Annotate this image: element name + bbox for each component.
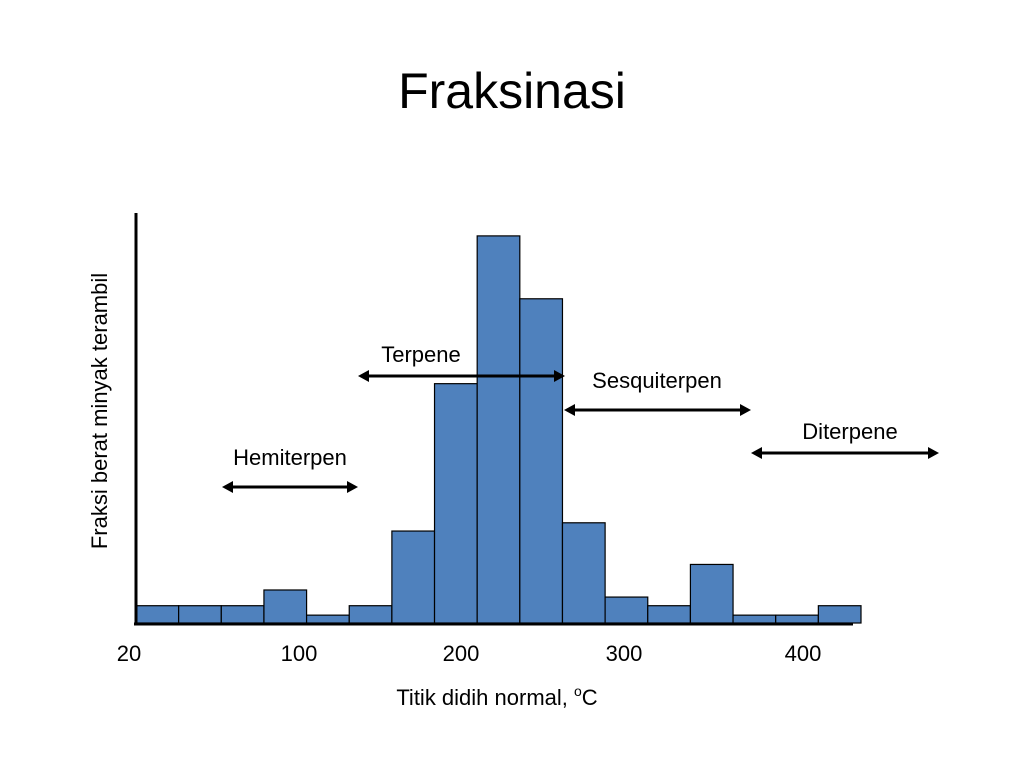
arrowhead-left (564, 404, 575, 416)
range-label-terpene: Terpene (381, 342, 461, 367)
histogram-bar-7 (391, 530, 436, 624)
range-label-hemiterpen: Hemiterpen (233, 445, 347, 470)
x-tick-labels: 20 100 200 300 400 (117, 641, 822, 666)
histogram-bar-11 (561, 522, 606, 624)
y-axis-label: Fraksi berat minyak terambil (87, 273, 112, 549)
histogram-bar-10 (519, 298, 564, 624)
histogram-bar-12 (604, 596, 649, 624)
arrowhead-right (554, 370, 565, 382)
x-axis-label-text: Titik didih normal, (396, 685, 574, 710)
arrowhead-right (347, 481, 358, 493)
x-tick-label: 20 (117, 641, 141, 666)
arrowhead-right (740, 404, 751, 416)
histogram-bar-13 (647, 605, 692, 624)
x-axis-label-sup: o (574, 683, 582, 699)
histogram-bar-9 (476, 235, 521, 624)
histogram-bar-3 (220, 605, 265, 624)
range-sesquiterpen: Sesquiterpen (564, 368, 751, 416)
x-tick-label: 200 (443, 641, 480, 666)
range-label-sesquiterpen: Sesquiterpen (592, 368, 722, 393)
histogram-bar-15 (732, 614, 777, 624)
arrowhead-right (928, 447, 939, 459)
bars-layer (135, 235, 862, 624)
x-tick-label: 300 (606, 641, 643, 666)
x-axis-label: Titik didih normal, oC (396, 683, 597, 710)
x-tick-label: 400 (785, 641, 822, 666)
histogram-bar-14 (689, 563, 734, 624)
range-diterpene: Diterpene (751, 419, 939, 459)
x-axis-label-unit: C (582, 685, 598, 710)
histogram-bar-4 (263, 589, 308, 624)
x-tick-label: 100 (281, 641, 318, 666)
slide-title: Fraksinasi (398, 63, 626, 119)
histogram-bar-2 (178, 605, 222, 624)
histogram-bar-1 (135, 605, 180, 624)
range-hemiterpen: Hemiterpen (222, 445, 358, 493)
histogram-bar-17 (817, 605, 862, 624)
arrowhead-left (751, 447, 762, 459)
range-annotations: Hemiterpen Terpene Sesquiterpen Diterpene (222, 342, 939, 493)
histogram-bar-8 (433, 383, 478, 624)
arrowhead-left (222, 481, 233, 493)
arrowhead-left (358, 370, 369, 382)
histogram-bar-16 (775, 614, 819, 624)
histogram-bar-6 (348, 605, 393, 624)
range-label-diterpene: Diterpene (802, 419, 897, 444)
histogram-bar-5 (305, 614, 350, 624)
range-terpene: Terpene (358, 342, 565, 382)
